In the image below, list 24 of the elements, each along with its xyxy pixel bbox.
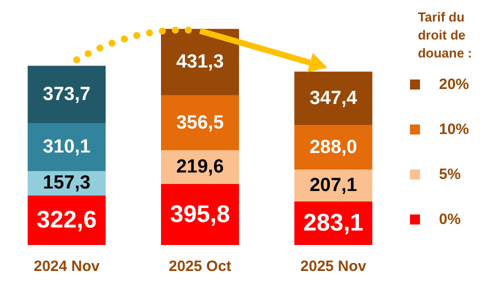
x-tick-label: 2025 Nov [300,258,367,275]
data-label: 347,4 [310,88,358,109]
bar [28,123,106,172]
data-label: 310,1 [42,136,91,158]
data-label: 431,3 [176,52,224,73]
data-label: 288,0 [310,136,358,158]
legend-label: 10% [438,121,470,138]
legend-label: 5% [438,166,461,183]
legend-title: Tarif du droit de douane : [418,10,472,60]
data-label: 219,6 [176,156,224,178]
bar [28,66,106,124]
data-label: 395,8 [170,201,230,228]
data-label: 322,6 [36,206,97,234]
bar [294,72,372,126]
data-label: 207,1 [310,174,358,196]
data-label: 283,1 [303,210,364,237]
legend-label: 0% [438,211,461,228]
data-label: 373,7 [42,84,90,106]
data-label: 157,3 [42,172,90,194]
x-tick-label: 2024 Nov [34,258,100,275]
data-label: 356,5 [176,112,224,134]
bar [161,95,239,150]
x-tick-label: 2025 Oct [168,258,232,275]
legend-label: 20% [438,76,470,93]
